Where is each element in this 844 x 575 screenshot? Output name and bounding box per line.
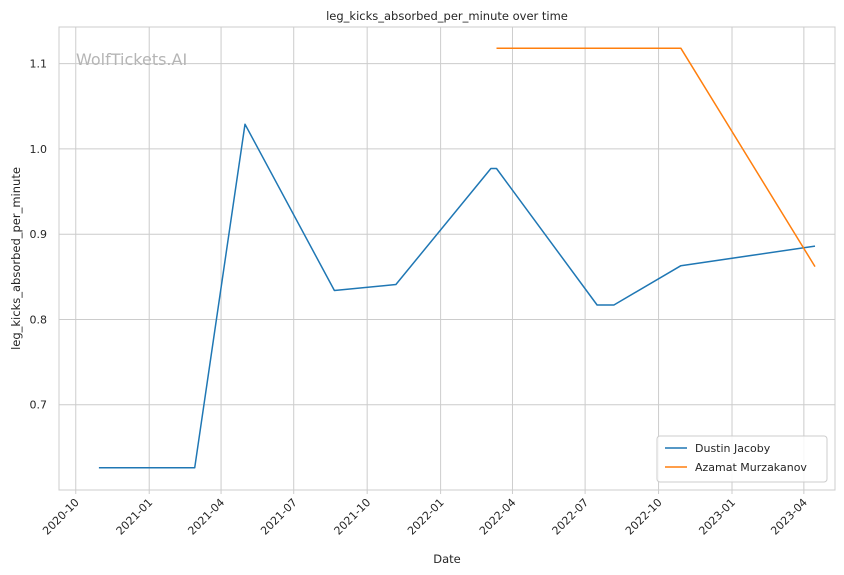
x-axis-title: Date — [433, 552, 461, 566]
plot-frame — [58, 26, 836, 491]
series-line-0 — [98, 123, 816, 469]
legend-box — [656, 435, 828, 483]
y-axis-ticks: 0.7 0.8 0.9 1.0 1.1 — [30, 58, 48, 412]
series-layer — [98, 47, 816, 469]
watermark: WolfTickets.AI — [76, 50, 187, 69]
grid-layer — [59, 27, 835, 490]
legend-items: Dustin Jacoby Azamat Murzakanov — [665, 442, 807, 474]
y-tick-label: 1.0 — [30, 143, 48, 156]
chart-title: leg_kicks_absorbed_per_minute over time — [326, 9, 568, 23]
series-line-1 — [496, 47, 816, 267]
y-tick-label: 0.9 — [30, 228, 48, 241]
y-axis-title: leg_kicks_absorbed_per_minute — [9, 167, 23, 350]
legend: Dustin Jacoby Azamat Murzakanov — [656, 435, 828, 483]
legend-label: Dustin Jacoby — [695, 442, 771, 455]
y-tick-label: 1.1 — [30, 58, 48, 71]
legend-label: Azamat Murzakanov — [695, 461, 807, 474]
y-tick-label: 0.7 — [30, 399, 48, 412]
y-tick-label: 0.8 — [30, 313, 48, 326]
